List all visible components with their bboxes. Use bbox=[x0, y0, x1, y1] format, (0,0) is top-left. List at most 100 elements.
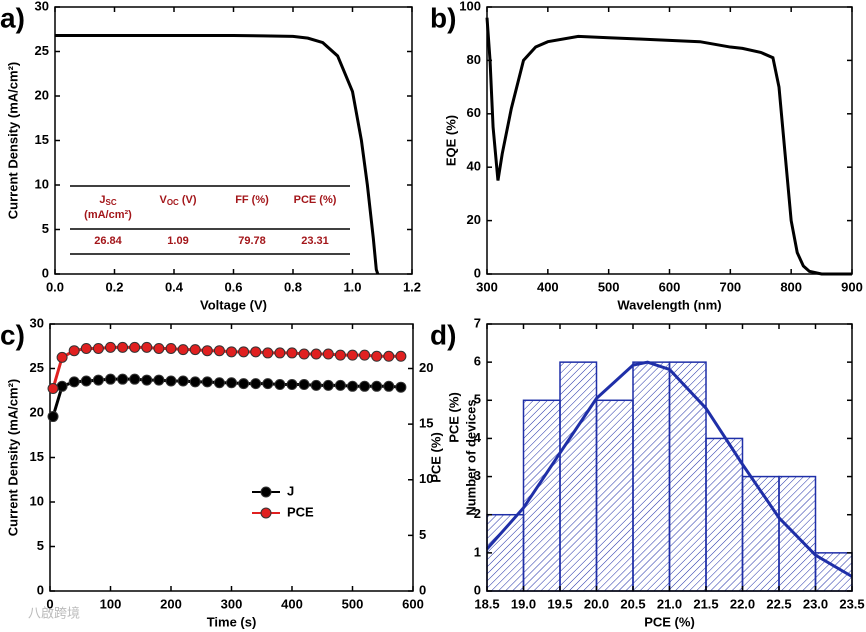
data-point bbox=[359, 349, 371, 361]
x-tick-label: 800 bbox=[780, 279, 802, 294]
data-point bbox=[117, 373, 129, 385]
data-point bbox=[238, 378, 250, 390]
table-cell: 26.84 bbox=[94, 235, 122, 247]
data-point bbox=[165, 342, 177, 354]
panel-label: a) bbox=[0, 2, 25, 33]
y2-axis-label: PCE (%) bbox=[428, 432, 443, 483]
header-main: J bbox=[99, 194, 105, 206]
header-main: V bbox=[159, 194, 167, 206]
fit-curve bbox=[485, 360, 853, 578]
data-point bbox=[56, 351, 68, 363]
x-tick-label: 600 bbox=[659, 279, 681, 294]
y-tick-label: 40 bbox=[467, 159, 481, 174]
header-unit: (mA/cm²) bbox=[84, 209, 132, 221]
data-point bbox=[262, 347, 274, 359]
legend-label: PCE bbox=[287, 504, 314, 519]
data-point bbox=[92, 342, 104, 354]
x-tick-label: 1.2 bbox=[403, 279, 421, 294]
x-axis-label: Time (s) bbox=[207, 614, 257, 629]
x-tick-label: 200 bbox=[160, 596, 182, 611]
x-tick-label: 21.0 bbox=[657, 596, 682, 611]
x-tick-label: 300 bbox=[476, 279, 498, 294]
x-tick-label: 22.0 bbox=[730, 596, 755, 611]
x-axis-label: Voltage (V) bbox=[200, 297, 267, 312]
y2-tick-label: 5 bbox=[419, 527, 426, 542]
data-point bbox=[286, 347, 298, 359]
data-point bbox=[141, 341, 153, 353]
y-tick-label: 60 bbox=[467, 105, 481, 120]
data-point bbox=[298, 348, 310, 360]
table-cell: 1.09 bbox=[167, 235, 188, 247]
table-header: JSC bbox=[99, 194, 116, 207]
y-tick-label: 4 bbox=[474, 430, 482, 445]
data-point bbox=[250, 346, 262, 358]
data-point bbox=[395, 350, 407, 362]
y-tick-label: 15 bbox=[35, 132, 49, 147]
data-point bbox=[371, 350, 383, 362]
x-tick-label: 500 bbox=[598, 279, 620, 294]
y-tick-label: 100 bbox=[459, 0, 481, 13]
y-tick-label: 0 bbox=[42, 265, 49, 280]
histogram-bar bbox=[778, 475, 817, 592]
data-point bbox=[56, 380, 68, 392]
data-point bbox=[310, 348, 322, 360]
y-tick-label: 3 bbox=[474, 468, 481, 483]
data-point bbox=[286, 379, 298, 391]
header-sub: SC bbox=[106, 198, 117, 207]
data-point bbox=[262, 378, 274, 390]
data-point bbox=[105, 341, 116, 353]
data-point bbox=[153, 342, 165, 354]
data-point bbox=[117, 341, 129, 353]
data-line bbox=[485, 17, 852, 276]
histogram-bar bbox=[522, 399, 561, 592]
x-tick-label: 100 bbox=[100, 596, 122, 611]
x-tick-label: 22.5 bbox=[766, 596, 791, 611]
x-tick-label: 23.5 bbox=[839, 596, 864, 611]
legend-marker bbox=[260, 507, 272, 519]
data-point bbox=[226, 346, 237, 358]
x-tick-label: 20.5 bbox=[620, 596, 645, 611]
y2-tick-label: 15 bbox=[419, 416, 433, 431]
y-tick-label: 20 bbox=[467, 212, 481, 227]
x-tick-label: 500 bbox=[342, 596, 364, 611]
y2-tick-label: 10 bbox=[419, 471, 433, 486]
table-cell: 23.31 bbox=[301, 235, 329, 247]
data-point bbox=[165, 375, 177, 387]
histogram-bar bbox=[632, 361, 671, 592]
data-point bbox=[68, 345, 80, 357]
y-tick-label: 0 bbox=[474, 265, 481, 280]
table-header: PCE (%) bbox=[294, 194, 337, 206]
panel-label: c) bbox=[0, 319, 25, 350]
y-tick-label: 5 bbox=[42, 221, 49, 236]
x-tick-label: 0.0 bbox=[46, 279, 64, 294]
data-point bbox=[347, 349, 358, 361]
y-tick-label: 15 bbox=[30, 449, 44, 464]
legend-marker bbox=[260, 486, 272, 498]
data-point bbox=[47, 383, 59, 395]
y-tick-label: 20 bbox=[30, 404, 44, 419]
legend-label: J bbox=[287, 483, 294, 498]
x-tick-label: 23.0 bbox=[803, 596, 828, 611]
y-axis-label: EQE (%) bbox=[443, 115, 458, 166]
x-tick-label: 0 bbox=[46, 596, 53, 611]
histogram-bar bbox=[705, 437, 744, 592]
y-tick-label: 2 bbox=[474, 506, 481, 521]
overlay-label: PCE (%) bbox=[446, 392, 461, 443]
data-point bbox=[359, 380, 371, 392]
data-point bbox=[177, 375, 189, 387]
data-point bbox=[80, 342, 92, 354]
data-point bbox=[153, 374, 165, 386]
data-point bbox=[383, 380, 395, 392]
x-tick-label: 0.6 bbox=[224, 279, 242, 294]
data-point bbox=[68, 376, 80, 388]
x-tick-label: 18.5 bbox=[474, 596, 499, 611]
histogram-bar bbox=[595, 399, 634, 592]
data-point bbox=[226, 377, 237, 389]
x-tick-label: 900 bbox=[841, 279, 863, 294]
header-main: PCE (%) bbox=[294, 194, 337, 206]
y-tick-label: 6 bbox=[474, 354, 481, 369]
data-point bbox=[189, 376, 201, 388]
histogram-bar bbox=[741, 475, 780, 592]
data-point bbox=[250, 378, 262, 390]
